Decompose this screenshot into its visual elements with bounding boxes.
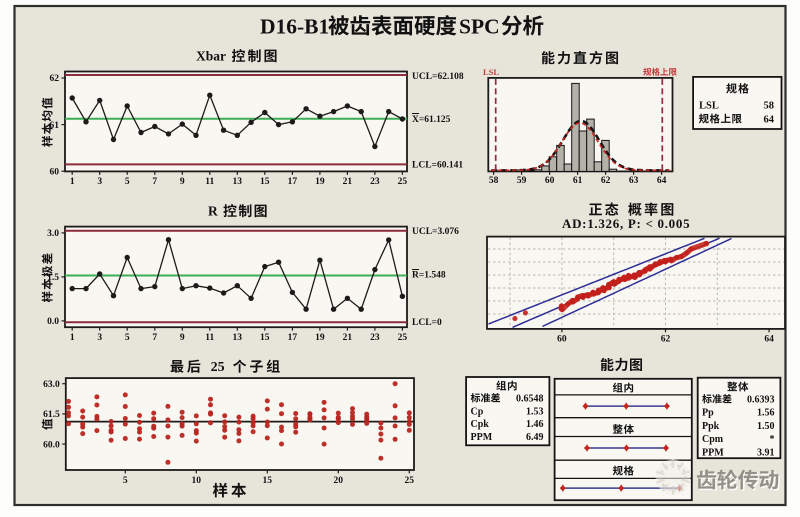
svg-text:62: 62 bbox=[661, 335, 671, 345]
svg-text:13: 13 bbox=[233, 177, 243, 187]
svg-text:1: 1 bbox=[70, 177, 75, 187]
svg-text:3: 3 bbox=[97, 177, 102, 187]
svg-text:21: 21 bbox=[343, 177, 353, 187]
svg-text:15: 15 bbox=[260, 177, 270, 187]
svg-text:UCL=62.108: UCL=62.108 bbox=[412, 72, 464, 82]
svg-text:0.6548: 0.6548 bbox=[516, 394, 544, 405]
svg-text:5: 5 bbox=[123, 476, 128, 486]
svg-text:17: 17 bbox=[288, 177, 298, 187]
svg-text:PPM: PPM bbox=[702, 447, 724, 458]
svg-text:1: 1 bbox=[70, 333, 75, 343]
svg-text:64: 64 bbox=[764, 115, 775, 126]
svg-text:64: 64 bbox=[764, 335, 774, 345]
svg-text:19: 19 bbox=[315, 177, 325, 187]
svg-text:60.0: 60.0 bbox=[43, 440, 60, 450]
svg-text:62: 62 bbox=[601, 176, 611, 186]
svg-text:0.0: 0.0 bbox=[47, 317, 59, 327]
svg-text:LSL: LSL bbox=[699, 101, 719, 112]
svg-text:61: 61 bbox=[50, 121, 60, 131]
svg-text:21: 21 bbox=[343, 333, 353, 343]
svg-text:LCL=0: LCL=0 bbox=[412, 318, 442, 328]
svg-text:63: 63 bbox=[629, 176, 639, 186]
svg-text:0.6393: 0.6393 bbox=[747, 395, 775, 406]
svg-text:58: 58 bbox=[489, 176, 499, 186]
svg-text:1.46: 1.46 bbox=[526, 419, 544, 430]
svg-text:1.53: 1.53 bbox=[526, 406, 544, 417]
svg-text:60: 60 bbox=[557, 335, 567, 345]
svg-text:5: 5 bbox=[125, 177, 130, 187]
svg-text:63.0: 63.0 bbox=[43, 380, 60, 390]
svg-text:Cp: Cp bbox=[471, 406, 484, 417]
svg-text:60: 60 bbox=[50, 167, 60, 177]
svg-text:7: 7 bbox=[152, 333, 157, 343]
svg-text:Cpm: Cpm bbox=[702, 434, 724, 445]
svg-text:R: R bbox=[208, 204, 218, 219]
svg-text:19: 19 bbox=[315, 333, 325, 343]
svg-text:59: 59 bbox=[517, 176, 527, 186]
svg-text:3.0: 3.0 bbox=[47, 229, 59, 239]
svg-text:64: 64 bbox=[657, 176, 667, 186]
svg-text:*: * bbox=[770, 434, 775, 445]
svg-text:13: 13 bbox=[233, 333, 243, 343]
svg-text:25: 25 bbox=[211, 360, 225, 375]
svg-text:20: 20 bbox=[334, 476, 344, 486]
svg-text:1.50: 1.50 bbox=[757, 421, 775, 432]
svg-text:61.5: 61.5 bbox=[43, 410, 60, 420]
svg-text:Cpk: Cpk bbox=[471, 419, 490, 430]
svg-text:61: 61 bbox=[573, 176, 583, 186]
svg-text:17: 17 bbox=[288, 333, 298, 343]
svg-text:62: 62 bbox=[50, 74, 60, 84]
svg-text:11: 11 bbox=[205, 333, 214, 343]
svg-text:PPM: PPM bbox=[471, 432, 493, 443]
svg-text:23: 23 bbox=[370, 333, 380, 343]
svg-text:25: 25 bbox=[398, 177, 408, 187]
svg-text:SPC: SPC bbox=[459, 15, 500, 39]
svg-text:7: 7 bbox=[152, 177, 157, 187]
svg-text:1.5: 1.5 bbox=[47, 273, 59, 283]
svg-text:X=61.125: X=61.125 bbox=[412, 115, 451, 125]
svg-text:3.91: 3.91 bbox=[757, 447, 775, 458]
svg-text:10: 10 bbox=[192, 476, 202, 486]
svg-text:15: 15 bbox=[260, 333, 270, 343]
svg-text:Pp: Pp bbox=[702, 408, 714, 419]
svg-text:15: 15 bbox=[263, 476, 273, 486]
svg-text:Xbar: Xbar bbox=[196, 49, 226, 64]
svg-text:5: 5 bbox=[125, 333, 130, 343]
svg-text:60: 60 bbox=[545, 176, 555, 186]
svg-text:LSL: LSL bbox=[483, 67, 499, 77]
svg-text:25: 25 bbox=[398, 333, 408, 343]
svg-text:23: 23 bbox=[370, 177, 380, 187]
svg-text:11: 11 bbox=[205, 177, 214, 187]
svg-text:D16-B1: D16-B1 bbox=[260, 15, 329, 39]
svg-text:1.56: 1.56 bbox=[757, 408, 775, 419]
svg-text:3: 3 bbox=[97, 333, 102, 343]
svg-text:LCL=60.141: LCL=60.141 bbox=[412, 161, 463, 171]
svg-text:25: 25 bbox=[405, 476, 415, 486]
svg-text:58: 58 bbox=[764, 101, 775, 112]
svg-text:6.49: 6.49 bbox=[526, 432, 544, 443]
svg-text:AD:1.326, P: < 0.005: AD:1.326, P: < 0.005 bbox=[562, 216, 690, 231]
svg-text:UCL=3.076: UCL=3.076 bbox=[412, 227, 459, 237]
svg-text:Ppk: Ppk bbox=[702, 421, 720, 432]
svg-text:9: 9 bbox=[180, 333, 185, 343]
svg-text:9: 9 bbox=[180, 177, 185, 187]
svg-text:R=1.548: R=1.548 bbox=[412, 271, 446, 281]
